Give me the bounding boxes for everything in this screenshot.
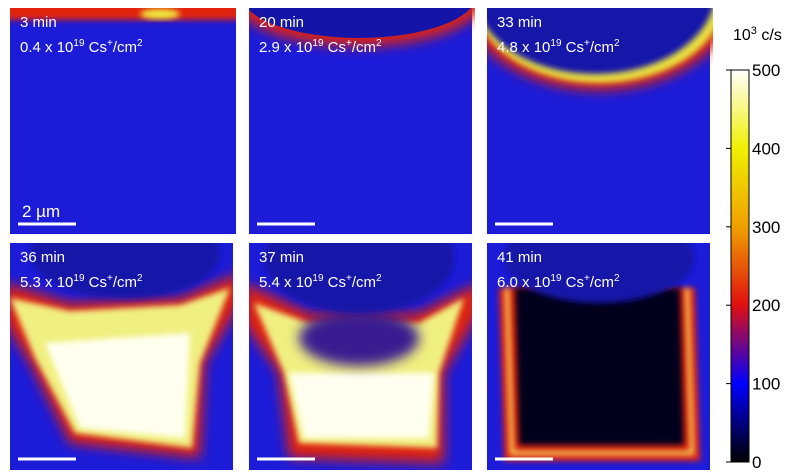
colorbar bbox=[730, 69, 750, 463]
scale-bar-label: 2 µm bbox=[22, 202, 60, 221]
image-panel bbox=[487, 8, 713, 234]
dose-area: /cm bbox=[590, 39, 614, 56]
dose-value: 5.4 bbox=[259, 274, 280, 291]
dose-prefix: x 10 bbox=[518, 39, 551, 56]
dose-label: 6.0 x 1019 Cs+/cm2 bbox=[497, 273, 620, 291]
dose-area: /cm bbox=[590, 274, 614, 291]
dose-exponent: 19 bbox=[73, 38, 85, 49]
dose-area: /cm bbox=[113, 39, 137, 56]
dose-unit: Cs bbox=[324, 39, 347, 56]
colorbar-axis: 0 100 200 300 400 500 bbox=[726, 61, 780, 472]
dose-label: 5.3 x 1019 Cs+/cm2 bbox=[20, 273, 143, 291]
dose-ion: + bbox=[584, 273, 590, 284]
dose-unit: Cs bbox=[85, 274, 108, 291]
dose-value: 6.0 bbox=[497, 274, 518, 291]
dose-exponent: 19 bbox=[73, 273, 85, 284]
image-panel bbox=[10, 8, 236, 234]
dose-area: /cm bbox=[113, 274, 137, 291]
dose-prefix: x 10 bbox=[41, 274, 74, 291]
dose-prefix: x 10 bbox=[41, 39, 74, 56]
dose-ion: + bbox=[346, 38, 352, 49]
time-label: 36 min bbox=[20, 249, 65, 266]
dose-exponent: 19 bbox=[550, 273, 562, 284]
panel-labels: 41 min 6.0 x 1019 Cs+/cm2 bbox=[495, 249, 620, 461]
dose-value: 4.8 bbox=[497, 39, 518, 56]
dose-unit: Cs bbox=[85, 39, 108, 56]
dose-unit: Cs bbox=[562, 39, 585, 56]
dose-ion: + bbox=[584, 38, 590, 49]
time-label: 41 min bbox=[497, 249, 542, 266]
dose-unit: Cs bbox=[562, 274, 585, 291]
dose-area: /cm bbox=[352, 274, 376, 291]
dose-area-exponent: 2 bbox=[376, 38, 382, 49]
image-panel bbox=[249, 243, 472, 470]
dose-value: 5.3 bbox=[20, 274, 41, 291]
time-label: 20 min bbox=[259, 14, 304, 31]
dose-label: 2.9 x 1019 Cs+/cm2 bbox=[259, 38, 382, 56]
dose-area-exponent: 2 bbox=[137, 38, 143, 49]
colorbar-tick-label: 100 bbox=[752, 375, 780, 394]
colorbar-tick-label: 400 bbox=[752, 139, 780, 158]
dose-ion: + bbox=[346, 273, 352, 284]
dose-exponent: 19 bbox=[312, 38, 324, 49]
panel-labels: 3 min 0.4 x 1019 Cs+/cm2 2 µm bbox=[18, 14, 143, 226]
dose-exponent: 19 bbox=[550, 38, 562, 49]
panel-labels: 36 min 5.3 x 1019 Cs+/cm2 bbox=[18, 249, 143, 461]
colorbar-tick-label: 300 bbox=[752, 218, 780, 237]
dose-area-exponent: 2 bbox=[376, 273, 382, 284]
colorbar-tick-label: 0 bbox=[752, 453, 761, 472]
dose-value: 2.9 bbox=[259, 39, 280, 56]
dose-label: 4.8 x 1019 Cs+/cm2 bbox=[497, 38, 620, 56]
dose-unit: Cs bbox=[324, 274, 347, 291]
time-label: 37 min bbox=[259, 249, 304, 266]
dose-area: /cm bbox=[352, 39, 376, 56]
time-label: 33 min bbox=[497, 14, 542, 31]
dose-prefix: x 10 bbox=[518, 274, 551, 291]
dose-area-exponent: 2 bbox=[614, 273, 620, 284]
dose-label: 0.4 x 1019 Cs+/cm2 bbox=[20, 38, 143, 56]
dose-prefix: x 10 bbox=[280, 274, 313, 291]
dose-ion: + bbox=[107, 38, 113, 49]
time-label: 3 min bbox=[20, 14, 57, 31]
dose-value: 0.4 bbox=[20, 39, 41, 56]
colorbar-tick-label: 500 bbox=[752, 61, 780, 80]
dose-label: 5.4 x 1019 Cs+/cm2 bbox=[259, 273, 382, 291]
dose-prefix: x 10 bbox=[280, 39, 313, 56]
panel-labels: 37 min 5.4 x 1019 Cs+/cm2 bbox=[257, 249, 382, 461]
colorbar-tick-label: 200 bbox=[752, 296, 780, 315]
image-panel bbox=[10, 243, 233, 470]
dose-exponent: 19 bbox=[312, 273, 324, 284]
panel-labels: 20 min 2.9 x 1019 Cs+/cm2 bbox=[257, 14, 382, 226]
colorbar-title: 103 c/s bbox=[733, 25, 782, 44]
dose-area-exponent: 2 bbox=[614, 38, 620, 49]
dose-ion: + bbox=[107, 273, 113, 284]
image-panel bbox=[487, 243, 710, 470]
panel-labels: 33 min 4.8 x 1019 Cs+/cm2 bbox=[495, 14, 620, 226]
dose-area-exponent: 2 bbox=[137, 273, 143, 284]
image-panel bbox=[249, 8, 475, 234]
